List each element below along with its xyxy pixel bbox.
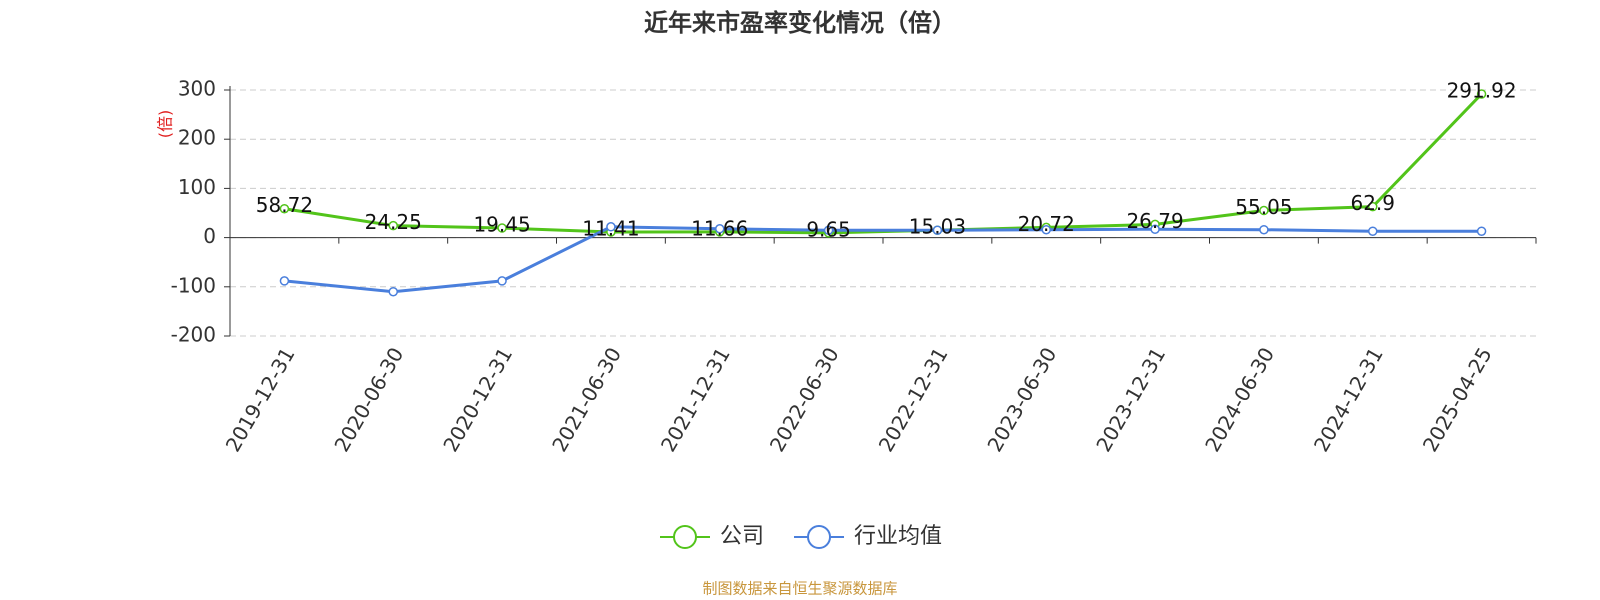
data-point: [1259, 224, 1269, 235]
y-tick-label: 200: [178, 126, 216, 150]
data-point: [279, 276, 290, 286]
data-label: 55.05: [1235, 195, 1292, 219]
x-tick-label: 2024-12-31: [1309, 343, 1388, 456]
data-label: 62.9: [1350, 191, 1395, 215]
data-point: [932, 225, 943, 235]
source-note: 制图数据来自恒生聚源数据库: [702, 580, 897, 598]
y-tick-label: -200: [171, 323, 216, 347]
data-point: [497, 223, 507, 233]
x-tick-label: 2022-12-31: [874, 343, 953, 456]
y-tick-label: -100: [171, 273, 216, 297]
data-point: [497, 276, 507, 286]
x-tick-label: 2021-06-30: [547, 343, 626, 456]
y-tick-label: 0: [203, 224, 216, 248]
x-tick-label: 2020-12-31: [438, 343, 517, 456]
data-point: [1368, 226, 1378, 236]
x-tick-label: 2025-04-25: [1418, 343, 1497, 456]
data-point: [388, 220, 398, 231]
data-point: [1150, 224, 1160, 234]
x-tick-label: 2024-06-30: [1200, 343, 1279, 456]
x-tick-label: 2023-12-31: [1091, 343, 1170, 456]
data-point: [823, 225, 834, 235]
x-tick-label: 2023-06-30: [982, 343, 1061, 456]
data-label: 24.25: [365, 210, 422, 234]
data-label: 19.45: [473, 213, 530, 237]
x-tick-label: 2019-12-31: [221, 343, 300, 456]
data-label: 291.92: [1447, 78, 1517, 102]
y-axis-label: (倍): [156, 110, 175, 139]
data-point: [1368, 201, 1378, 212]
data-label: 11.66: [691, 216, 748, 240]
x-tick-label: 2022-06-30: [765, 343, 844, 456]
x-tick-label: 2021-12-31: [656, 343, 735, 456]
series-line: [284, 225, 1482, 294]
data-point: [715, 223, 725, 234]
chart-title: 近年来市盈率变化情况（倍）: [644, 9, 956, 37]
data-point: [1259, 205, 1269, 216]
y-tick-label: 100: [178, 175, 216, 199]
data-label: 26.79: [1126, 209, 1183, 233]
series-line: [284, 92, 1483, 235]
y-tick-label: 300: [178, 77, 216, 101]
legend-marker: [807, 525, 832, 549]
data-label: 20.72: [1018, 212, 1075, 236]
data-label: 15.03: [909, 215, 966, 239]
legend-label: 行业均值: [854, 524, 942, 549]
data-point: [1041, 224, 1051, 235]
legend-marker: [673, 525, 697, 549]
data-point: [279, 203, 290, 214]
legend-label: 公司: [720, 524, 764, 549]
data-label: 11.41: [582, 216, 639, 240]
data-label: 9.65: [806, 217, 851, 241]
data-point: [1476, 89, 1487, 99]
data-point: [1476, 226, 1487, 236]
data-point: [388, 286, 398, 297]
data-label: 58.72: [256, 193, 313, 217]
data-point: [606, 222, 616, 232]
x-tick-label: 2020-06-30: [329, 343, 408, 456]
